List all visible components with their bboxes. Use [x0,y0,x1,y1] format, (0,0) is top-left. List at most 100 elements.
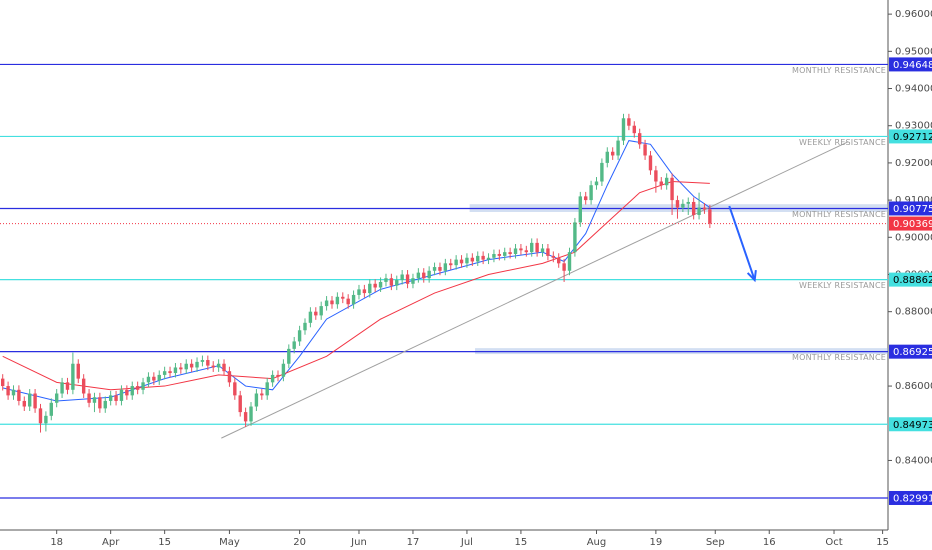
price-label-box [889,129,932,144]
level-note: MONTHLY RESISTANCE [792,210,886,219]
candle-body [476,255,480,262]
candle-body [557,257,561,264]
candle-body [92,397,97,403]
level-note: MONTHLY RESISTANCE [792,353,886,362]
price-label-box [889,57,932,72]
candle-body [637,133,642,145]
candle-body [411,278,415,284]
candle-body [584,196,588,201]
price-label: 0.90775 [893,204,932,215]
candle-body [87,393,91,403]
candle-body [119,389,124,401]
candle-body [702,207,707,210]
candle-body [675,200,680,208]
candle-body [605,151,609,163]
price-label: 0.84973 [893,420,932,431]
price-label-box [889,201,932,216]
candle-body [530,242,534,253]
x-tick-label: 20 [293,537,306,548]
price-label: 0.86925 [893,347,932,358]
candle-body [11,389,16,396]
candle-body [27,393,32,407]
candle-body [481,255,485,260]
x-tick-label: 15 [515,537,528,548]
candle-body [54,393,59,403]
candle-body [152,376,156,381]
candle-body [103,400,107,409]
x-tick-label: Jun [350,537,367,548]
candle-body [189,363,194,368]
candle-body [114,395,118,401]
candle-body [179,367,183,370]
candle-body [594,181,599,186]
candle-body [659,181,663,186]
candle-body [184,363,188,370]
candle-body [567,252,572,271]
candle-body [373,283,377,288]
candle-body [562,263,566,271]
candle-body [551,255,556,258]
x-tick-label: Oct [825,537,842,548]
candle-body [314,311,318,316]
candle-body [546,248,550,256]
price-label-box [889,344,932,359]
candle-body [378,281,383,288]
x-tick-label: May [219,537,240,548]
level-note: MONTHLY RESISTANCE [792,66,886,75]
price-label: 0.82991 [893,493,932,504]
candle-body [292,341,296,349]
x-tick-label: 15 [158,537,171,548]
candle-body [341,296,345,299]
x-tick-label: Sep [706,537,725,548]
x-tick-label: 16 [763,537,776,548]
candle-body [168,371,172,374]
candle-body [49,402,53,416]
candle-body [135,386,140,390]
candle-body [616,140,620,156]
candle-body [281,363,286,377]
forecast-arrow [728,205,756,281]
candle-body [351,294,356,305]
candle-body [303,322,307,331]
candle-body [416,272,421,279]
candle-body [17,389,21,401]
plot-area [0,63,888,499]
candle-body [227,371,232,383]
candle-body [691,201,696,215]
candle-body [141,382,145,390]
candle-body [395,280,399,286]
candle-body [648,155,653,171]
price-label-box [889,490,932,505]
x-tick-label: Jul [460,537,473,548]
trendline [221,141,848,439]
candle-body [459,259,464,264]
candle-body [173,367,178,374]
candle-body [60,382,64,394]
x-tick-label: 17 [407,537,420,548]
level-note: WEEKLY RESISTANCE [799,138,886,147]
candle-body [589,185,593,201]
candle-body [449,263,453,266]
candle-body [238,395,242,413]
candle-body [384,278,388,282]
candle-body [621,118,626,141]
candle-body [432,267,437,271]
candle-body [708,209,712,224]
price-label: 0.90369 [893,219,932,230]
candle-body [297,330,302,342]
candle-body [427,270,431,279]
candle-body [71,363,75,390]
candle-body [438,267,442,271]
candle-body [287,348,291,364]
candle-body [610,151,615,156]
candle-body [130,386,134,396]
candle-body [0,378,5,387]
price-label-box [889,417,932,432]
candle-body [681,203,685,208]
candle-body [503,252,507,256]
candle-body [573,222,577,253]
